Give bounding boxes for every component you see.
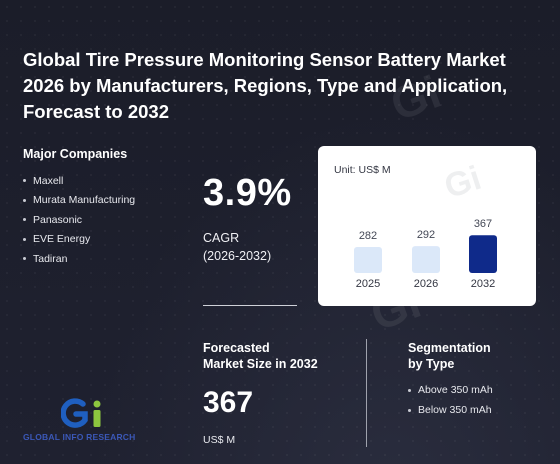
bullet-icon (408, 388, 411, 392)
bullet-icon (23, 198, 26, 202)
list-item: Maxell (22, 171, 135, 191)
list-item: Tadiran (22, 249, 135, 269)
companies-heading: Major Companies (23, 147, 128, 161)
chart-category-label: 2032 (471, 278, 495, 290)
chart-bar (354, 247, 382, 273)
forecast-label-line2: Market Size in 2032 (203, 357, 318, 371)
gi-logo-icon (61, 398, 101, 428)
chart-unit-label: Unit: US$ M (334, 164, 391, 176)
company-name: EVE Energy (33, 233, 91, 246)
list-item: Below 350 mAh (408, 400, 493, 420)
bullet-icon (23, 237, 26, 241)
company-name: Murata Manufacturing (33, 194, 136, 207)
list-item: EVE Energy (22, 230, 135, 250)
forecast-value: 367 (203, 386, 254, 419)
chart-category-label: 2025 (356, 278, 380, 290)
vertical-divider (366, 339, 367, 447)
list-item: Panasonic (22, 210, 135, 230)
list-item: Murata Manufacturing (22, 191, 135, 211)
forecast-label-line1: Forecasted (203, 341, 270, 355)
cagr-label-period: (2026-2032) (203, 249, 272, 263)
bar-chart: 282 2025 292 2026 367 2032 (354, 218, 497, 290)
divider (203, 305, 297, 306)
chart-category-label: 2026 (414, 278, 438, 290)
bullet-icon (23, 257, 26, 261)
segment-name: Below 350 mAh (418, 404, 492, 416)
bullet-icon (23, 179, 26, 183)
chart-bar (469, 235, 497, 273)
company-name: Maxell (33, 174, 64, 187)
bullet-icon (408, 408, 411, 412)
bullet-icon (23, 218, 26, 222)
segment-name: Above 350 mAh (418, 384, 493, 396)
chart-card: Gi Unit: US$ M 282 2025 292 2026 367 2032 (318, 146, 536, 306)
cagr-value: 3.9% (203, 172, 292, 214)
company-name: Panasonic (33, 213, 83, 226)
segmentation-heading-line1: Segmentation (408, 341, 491, 355)
chart-bar (412, 246, 440, 273)
chart-value-label: 282 (359, 230, 377, 242)
forecast-unit: US$ M (203, 434, 236, 446)
cagr-label: CAGR (2026-2032) (203, 229, 271, 265)
logo: GLOBAL INFO RESEARCH (23, 398, 145, 446)
company-name: Tadiran (33, 252, 68, 265)
chart-value-label: 292 (417, 229, 435, 241)
logo-text: GLOBAL INFO RESEARCH (23, 432, 136, 442)
chart-value-label: 367 (474, 218, 492, 230)
companies-list: Maxell Murata Manufacturing Panasonic EV… (22, 171, 135, 269)
segmentation-heading: Segmentation by Type (408, 340, 491, 372)
segmentation-list: Above 350 mAh Below 350 mAh (408, 380, 493, 420)
segmentation-heading-line2: by Type (408, 357, 455, 371)
forecast-label: Forecasted Market Size in 2032 (203, 340, 318, 372)
list-item: Above 350 mAh (408, 380, 493, 400)
page-title: Global Tire Pressure Monitoring Sensor B… (23, 49, 508, 122)
cagr-label-line1: CAGR (203, 231, 240, 245)
watermark-icon: Gi (440, 159, 486, 206)
